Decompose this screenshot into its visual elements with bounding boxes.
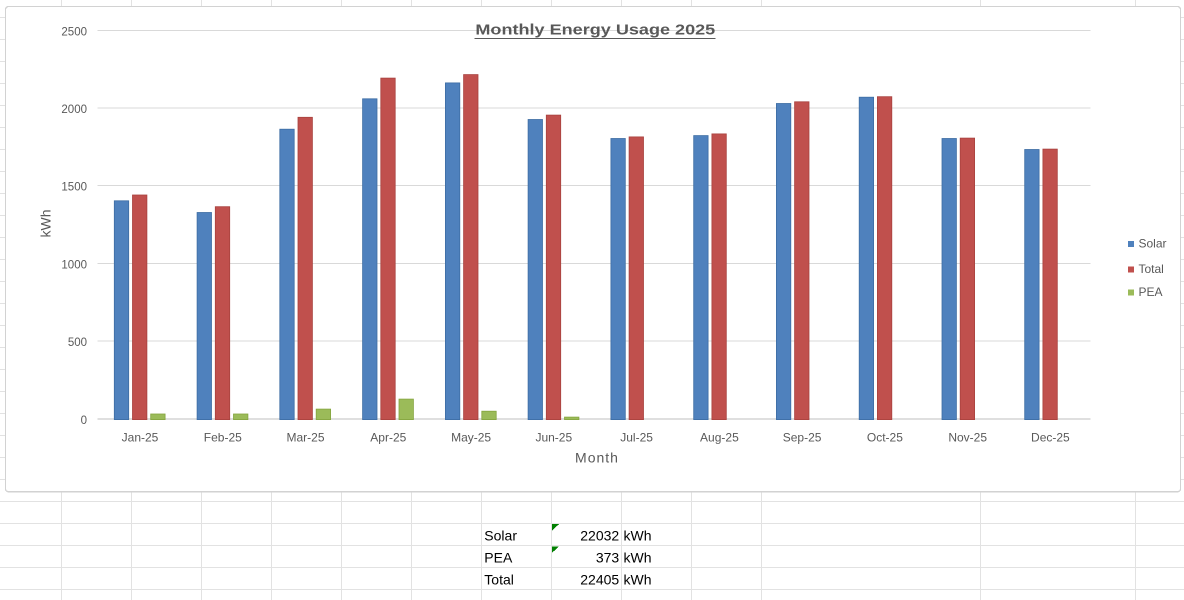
svg-text:Dec-25: Dec-25	[1031, 431, 1070, 445]
svg-text:Nov-25: Nov-25	[948, 431, 987, 445]
svg-text:kWh: kWh	[624, 572, 652, 588]
svg-text:373: 373	[596, 550, 620, 566]
svg-text:Monthly Energy Usage 2025: Monthly Energy Usage 2025	[475, 21, 715, 38]
svg-text:22405: 22405	[580, 572, 619, 588]
svg-text:2000: 2000	[61, 104, 87, 116]
svg-text:PEA: PEA	[484, 550, 513, 566]
svg-text:Jul-25: Jul-25	[620, 431, 653, 445]
svg-text:PEA: PEA	[1139, 285, 1163, 299]
svg-text:kWh: kWh	[38, 210, 54, 238]
svg-text:1500: 1500	[61, 182, 87, 194]
svg-text:Oct-25: Oct-25	[867, 431, 903, 445]
svg-text:Solar: Solar	[484, 528, 517, 544]
svg-text:kWh: kWh	[624, 528, 652, 544]
svg-text:May-25: May-25	[451, 431, 491, 445]
svg-text:Sep-25: Sep-25	[783, 431, 822, 445]
svg-text:Total: Total	[484, 572, 514, 588]
svg-text:500: 500	[68, 337, 87, 349]
svg-text:Mar-25: Mar-25	[286, 431, 324, 445]
svg-text:Solar: Solar	[1139, 237, 1167, 251]
svg-text:1000: 1000	[61, 259, 87, 271]
svg-text:0: 0	[81, 415, 87, 427]
svg-text:Total: Total	[1139, 262, 1164, 276]
svg-text:Jun-25: Jun-25	[535, 431, 572, 445]
svg-text:22032: 22032	[580, 528, 619, 544]
svg-text:Month: Month	[575, 450, 619, 466]
svg-text:Aug-25: Aug-25	[700, 431, 739, 445]
svg-text:kWh: kWh	[624, 550, 652, 566]
svg-text:Feb-25: Feb-25	[204, 431, 242, 445]
svg-text:Apr-25: Apr-25	[370, 431, 406, 445]
svg-text:Jan-25: Jan-25	[122, 431, 159, 445]
svg-text:2500: 2500	[61, 26, 87, 38]
